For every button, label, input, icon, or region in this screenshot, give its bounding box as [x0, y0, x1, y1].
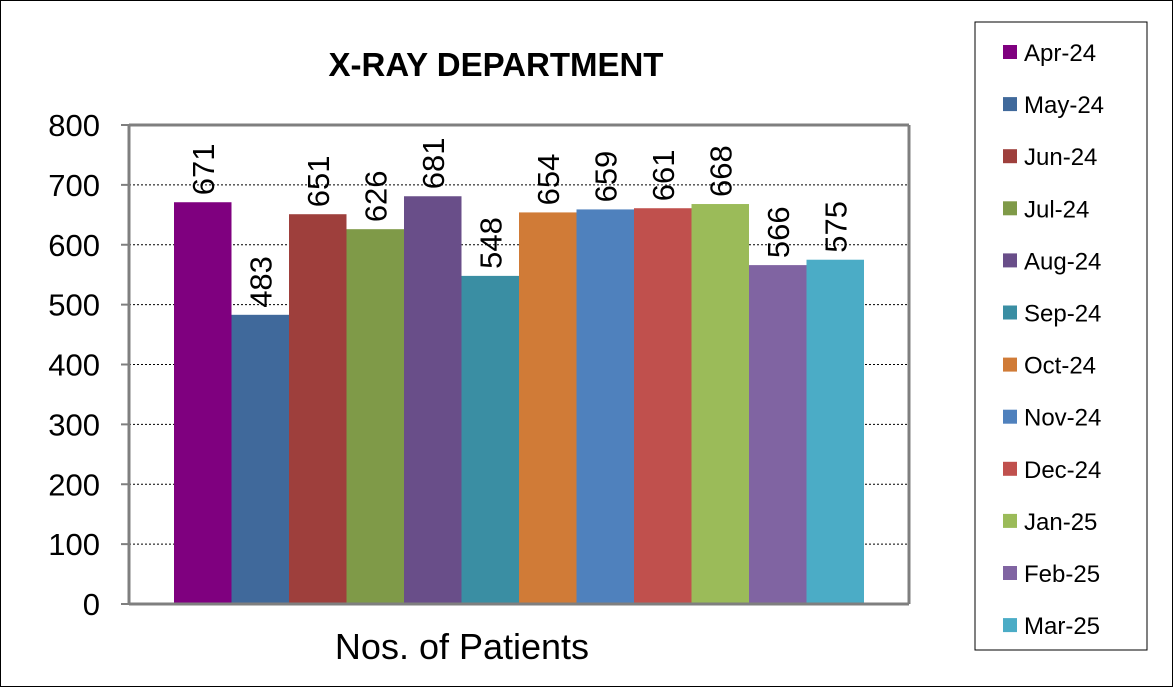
- bar-dec-24: [634, 208, 692, 604]
- legend-item: Oct-24: [1024, 353, 1096, 380]
- data-label: 566: [761, 206, 796, 258]
- data-label: 483: [243, 256, 278, 308]
- y-tick-label: 300: [48, 407, 100, 442]
- legend-item: Jan-25: [1024, 509, 1097, 536]
- bar-apr-24: [174, 202, 232, 604]
- data-label: 671: [186, 144, 221, 196]
- legend-swatch: [1003, 409, 1017, 424]
- bar-sep-24: [461, 275, 519, 604]
- y-tick-label: 100: [48, 527, 100, 562]
- legend-swatch: [1003, 97, 1017, 112]
- bar-mar-25: [806, 259, 864, 604]
- legend-swatch: [1003, 513, 1017, 528]
- bar-oct-24: [519, 212, 577, 605]
- legend-swatch: [1003, 45, 1017, 59]
- y-tick-label: 0: [83, 587, 100, 622]
- legend-item: Sep-24: [1024, 301, 1101, 328]
- data-label: 654: [531, 154, 566, 206]
- legend-item: Jun-24: [1024, 144, 1097, 171]
- bar-jul-24: [346, 229, 404, 604]
- y-tick-label: 400: [48, 348, 100, 383]
- y-tick-label: 500: [48, 288, 100, 323]
- bar-jan-25: [691, 204, 749, 604]
- data-label: 668: [703, 145, 738, 197]
- bar-feb-25: [749, 265, 807, 604]
- legend-item: Jul-24: [1024, 196, 1089, 223]
- legend-swatch: [1003, 201, 1017, 216]
- data-label: 548: [473, 217, 508, 269]
- y-tick-label: 600: [48, 228, 100, 263]
- legend-swatch: [1003, 566, 1017, 580]
- data-label: 659: [588, 151, 623, 203]
- y-tick-label: 800: [48, 108, 100, 143]
- legend-item: Nov-24: [1024, 405, 1101, 432]
- bar-jun-24: [289, 214, 347, 604]
- bar-may-24: [231, 314, 289, 604]
- legend-item: Dec-24: [1024, 457, 1101, 484]
- legend-swatch: [1003, 305, 1017, 320]
- legend-item: Apr-24: [1024, 40, 1096, 67]
- legend-item: Aug-24: [1024, 248, 1101, 275]
- bar-aug-24: [404, 196, 462, 604]
- legend-item: Mar-25: [1024, 613, 1100, 640]
- legend-swatch: [1003, 149, 1017, 164]
- legend-swatch: [1003, 618, 1017, 633]
- legend-item: May-24: [1024, 92, 1104, 119]
- y-tick-label: 700: [48, 168, 100, 203]
- data-label: 575: [818, 201, 853, 253]
- legend-item: Feb-25: [1024, 561, 1100, 588]
- data-label: 626: [358, 170, 393, 222]
- legend-box: [974, 21, 1148, 651]
- x-category-label: Nos. of Patients: [335, 626, 589, 667]
- data-label: 651: [301, 155, 336, 207]
- legend-swatch: [1003, 253, 1017, 268]
- data-label: 681: [416, 138, 451, 190]
- data-label: 661: [646, 149, 681, 201]
- y-tick-label: 200: [48, 467, 100, 502]
- chart-title: X-RAY DEPARTMENT: [329, 46, 664, 83]
- legend-swatch: [1003, 357, 1017, 372]
- bar-nov-24: [576, 209, 634, 604]
- legend-swatch: [1003, 461, 1017, 476]
